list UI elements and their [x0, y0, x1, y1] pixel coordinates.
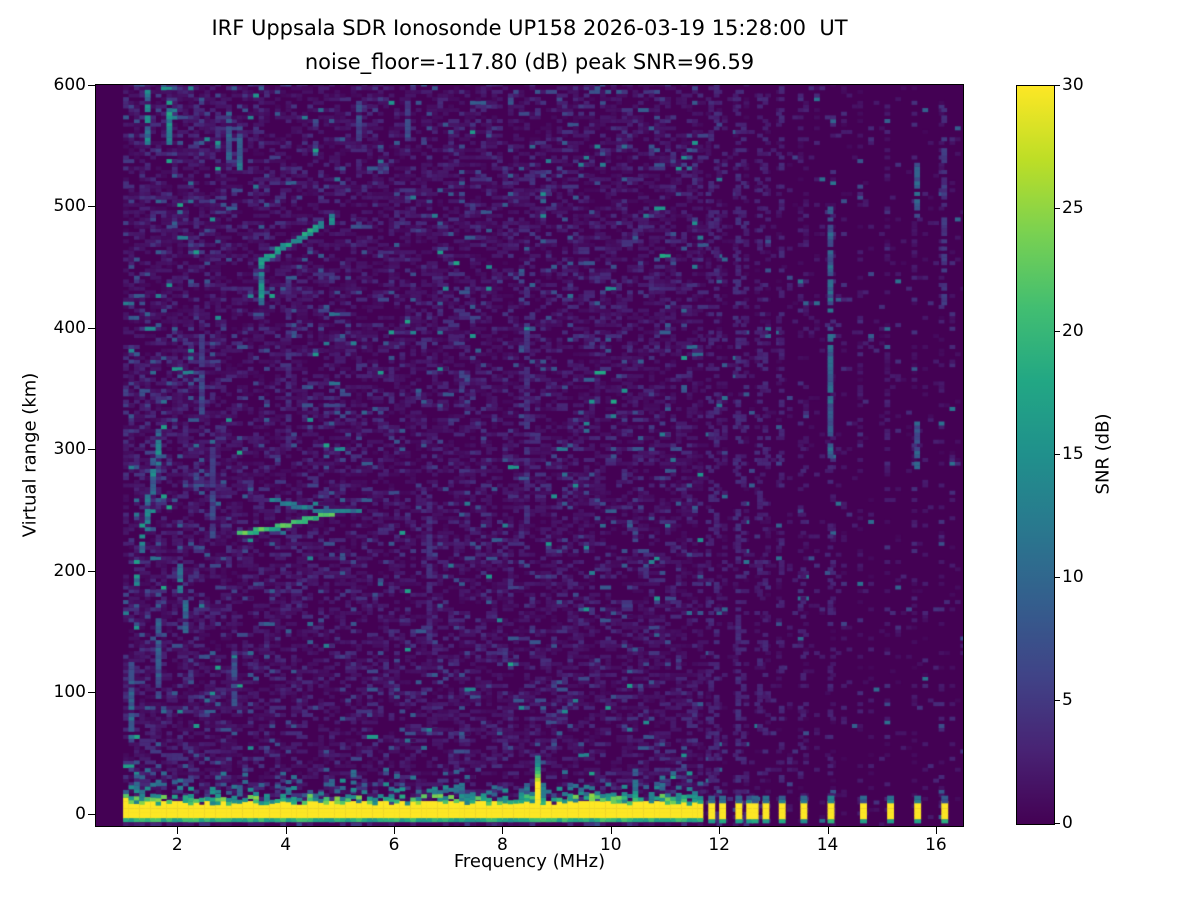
x-axis-label: Frequency (MHz): [453, 851, 606, 872]
y-tick-label: 500: [53, 196, 86, 217]
colorbar-tick-mark: [1054, 577, 1060, 578]
x-tick-mark: [394, 827, 396, 834]
x-tick-label: 14: [816, 835, 839, 855]
x-tick-mark: [502, 827, 504, 834]
x-tick-mark: [719, 827, 721, 834]
y-tick-mark: [88, 206, 95, 208]
colorbar-tick-label: 15: [1062, 444, 1084, 464]
y-tick-label: 300: [53, 439, 86, 460]
colorbar: [1016, 85, 1055, 825]
x-tick-mark: [177, 827, 179, 834]
colorbar-tick-mark: [1054, 331, 1060, 332]
x-tick-label: 6: [388, 835, 400, 855]
y-tick-mark: [88, 85, 95, 86]
y-tick-label: 400: [53, 317, 86, 338]
x-tick-label: 2: [171, 835, 183, 855]
y-tick-mark: [88, 570, 95, 572]
y-tick-label: 200: [53, 560, 86, 581]
colorbar-tick-label: 5: [1062, 690, 1073, 710]
x-tick-label: 4: [280, 835, 292, 855]
colorbar-tick-label: 20: [1062, 321, 1084, 341]
y-tick-mark: [88, 692, 95, 694]
y-tick-label: 100: [53, 682, 86, 703]
plot-area: [95, 84, 964, 827]
x-tick-label: 8: [496, 835, 508, 855]
colorbar-tick-label: 0: [1062, 813, 1073, 833]
y-tick-label: 0: [75, 803, 86, 824]
colorbar-tick-label: 30: [1062, 75, 1084, 95]
colorbar-tick-mark: [1054, 700, 1060, 701]
y-tick-mark: [88, 327, 95, 329]
colorbar-tick-mark: [1054, 454, 1060, 455]
y-tick-mark: [88, 449, 95, 451]
chart-subtitle: noise_floor=-117.80 (dB) peak SNR=96.59: [304, 50, 755, 74]
x-tick-mark: [610, 827, 612, 834]
x-tick-label: 16: [925, 835, 947, 855]
x-tick-mark: [827, 827, 829, 834]
ionogram-canvas: [96, 85, 963, 826]
y-tick-label: 600: [53, 75, 86, 95]
chart-title: IRF Uppsala SDR Ionosonde UP158 2026-03-…: [211, 16, 848, 40]
x-tick-label: 10: [599, 835, 622, 855]
colorbar-tick-label: 10: [1062, 567, 1084, 587]
x-tick-mark: [285, 827, 287, 834]
y-tick-mark: [88, 813, 95, 815]
colorbar-tick-mark: [1054, 823, 1060, 824]
x-tick-mark: [935, 827, 937, 834]
colorbar-tick-mark: [1054, 208, 1060, 209]
x-tick-label: 12: [708, 835, 730, 855]
colorbar-tick-label: 25: [1062, 198, 1084, 218]
colorbar-tick-mark: [1054, 85, 1060, 86]
